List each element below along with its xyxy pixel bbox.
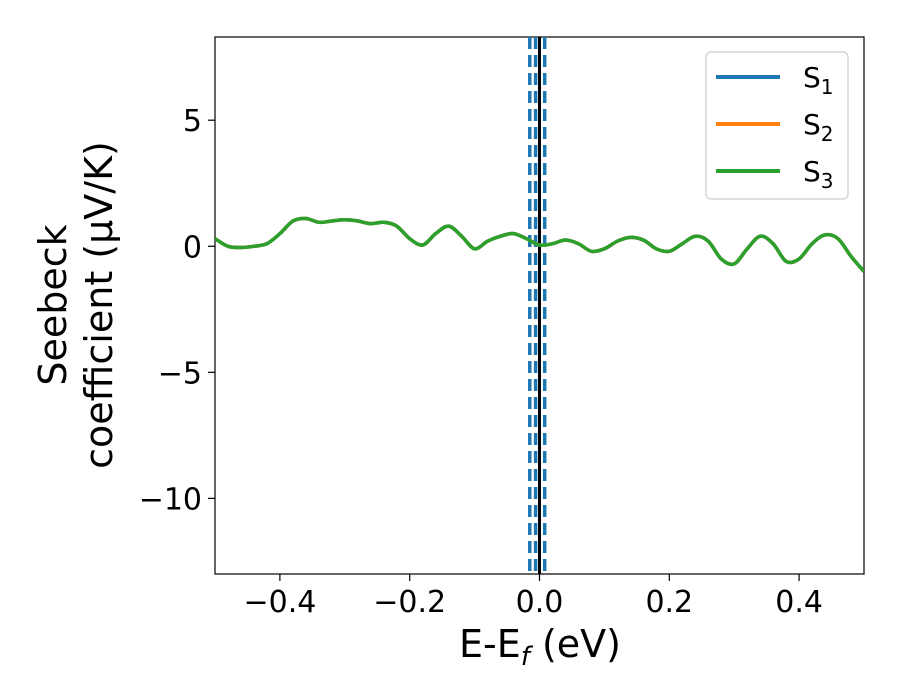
y-tick-label: −10 xyxy=(139,482,202,517)
legend: S1 S2 S3 xyxy=(705,51,849,200)
y-tick-label: −5 xyxy=(158,356,202,391)
series-line-s3 xyxy=(215,216,864,273)
x-tick-label: 0.4 xyxy=(775,585,823,620)
y-tick-label: 5 xyxy=(183,104,202,139)
x-axis-title: E-Ef (eV) xyxy=(459,622,621,672)
y-axis-title-line1: Seebeck xyxy=(31,224,75,385)
y-axis: −10 −5 0 5 xyxy=(139,104,215,517)
series-layer xyxy=(215,216,864,273)
x-tick-label: 0.2 xyxy=(645,585,693,620)
x-tick-label: −0.4 xyxy=(243,585,316,620)
x-axis: −0.4 −0.2 0.0 0.2 0.4 xyxy=(243,574,823,620)
x-tick-label: 0.0 xyxy=(516,585,564,620)
y-axis-title-line2: coefficient (μV/K) xyxy=(77,141,121,469)
x-tick-label: −0.2 xyxy=(373,585,446,620)
legend-label-s2: S2 xyxy=(803,108,834,146)
reference-lines xyxy=(528,37,547,574)
legend-label-s3: S3 xyxy=(803,155,834,193)
y-tick-label: 0 xyxy=(183,230,202,265)
legend-label-s1: S1 xyxy=(803,61,834,99)
